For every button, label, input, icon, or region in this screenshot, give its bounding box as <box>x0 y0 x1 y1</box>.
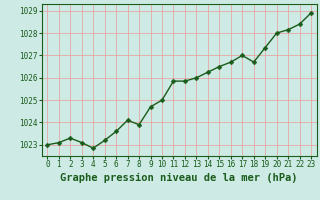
X-axis label: Graphe pression niveau de la mer (hPa): Graphe pression niveau de la mer (hPa) <box>60 173 298 183</box>
